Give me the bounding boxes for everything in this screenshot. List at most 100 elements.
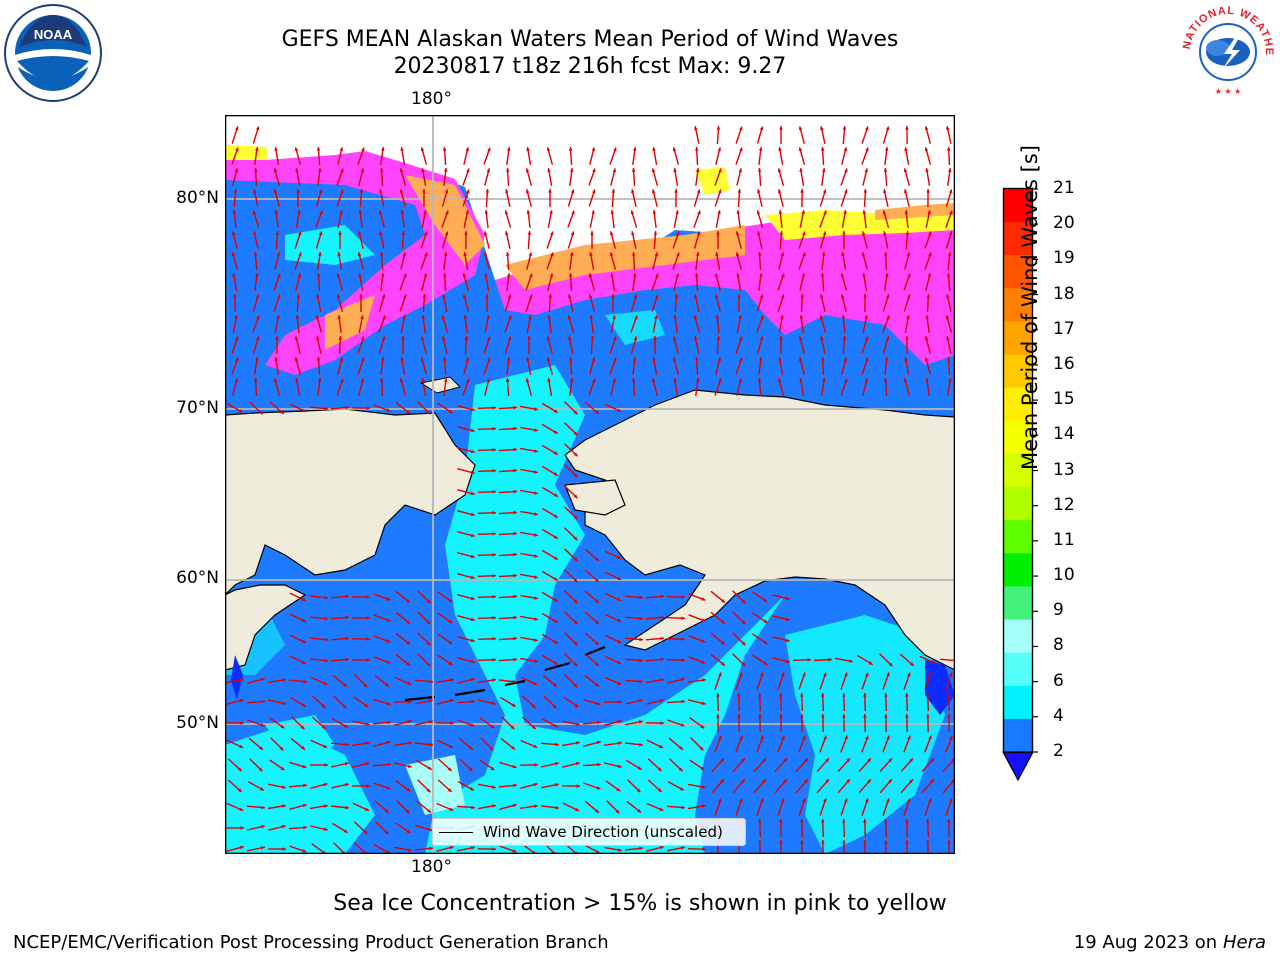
wave-arrow-head [659, 845, 664, 850]
wave-arrow-head [800, 189, 804, 193]
wave-arrow-head [737, 693, 741, 697]
wave-arrow-head [741, 662, 746, 667]
wave-arrow-head [513, 615, 517, 620]
wave-arrow-head [324, 763, 328, 767]
wave-arrow-head [573, 620, 578, 625]
wave-arrow-head [302, 639, 307, 643]
wave-arrow-head [798, 126, 803, 131]
wave-arrow-head [849, 659, 853, 663]
wave-arrow-head [338, 336, 343, 340]
wave-arrow-head [470, 677, 475, 682]
wave-arrow-head [555, 805, 559, 810]
wave-arrow-head [632, 357, 637, 361]
wave-arrow-head [492, 678, 496, 682]
wave-arrow-head [802, 735, 806, 740]
wave-arrow-head [861, 231, 866, 236]
wave-arrow-head [381, 294, 386, 299]
wave-arrow-head [337, 315, 342, 319]
wave-arrow-head [492, 448, 496, 452]
wave-arrow-head [323, 827, 328, 831]
wave-arrow-head [386, 701, 391, 706]
wave-arrow-head [407, 764, 412, 768]
wave-arrow-head [906, 315, 910, 319]
wave-arrow-head [470, 575, 475, 580]
wave-arrow-head [553, 493, 558, 497]
wave-arrow-head [553, 430, 558, 434]
wave-arrow-head [867, 758, 871, 763]
wave-arrow-head [573, 473, 578, 478]
wave-arrow-head [844, 168, 848, 173]
wave-arrow-head [948, 231, 953, 236]
wave-arrow-head [946, 336, 950, 341]
wave-arrow-head [240, 721, 244, 725]
wave-arrow-head [694, 273, 699, 277]
wave-arrow-head [758, 714, 762, 718]
wave-arrow-head [681, 846, 685, 850]
wave-arrow-head [385, 683, 389, 687]
colorbar-segment [1004, 255, 1032, 289]
wave-arrow-head [718, 378, 722, 383]
colorbar-tick-label: 21 [1053, 178, 1075, 198]
wave-arrow-head [489, 746, 494, 751]
wave-arrow-head [778, 210, 783, 214]
wave-arrow-head [909, 662, 914, 666]
wave-arrow-head [364, 703, 369, 708]
lon-label-bottom: 180° [411, 857, 452, 877]
wave-arrow-head [884, 357, 889, 361]
wave-arrow-head [513, 426, 517, 431]
wave-arrow-head [255, 357, 259, 361]
wave-arrow-head [883, 231, 887, 236]
wave-arrow-head [862, 210, 867, 214]
wave-arrow-head [424, 231, 428, 236]
wave-arrow-head [762, 758, 766, 763]
wave-arrow-head [366, 784, 370, 788]
wave-arrow-head [324, 406, 328, 411]
wave-arrow-head [527, 231, 532, 235]
wave-arrow-head [588, 273, 593, 278]
wave-arrow-head [339, 147, 343, 152]
colorbar-segment [1004, 652, 1032, 687]
wave-arrow-head [924, 147, 929, 152]
wave-arrow-head [631, 189, 635, 194]
wave-arrow-head [345, 657, 349, 662]
wave-arrow-head [296, 294, 301, 298]
wave-arrow-head [594, 641, 599, 645]
wave-arrow-head [570, 189, 575, 194]
wave-arrow-head [592, 168, 596, 173]
wave-arrow-head [930, 758, 934, 763]
wave-arrow-head [701, 639, 706, 643]
wave-arrow-head [573, 410, 578, 415]
wave-arrow-head [949, 735, 953, 740]
wave-arrow-head [300, 725, 305, 730]
wave-arrow-head [905, 840, 909, 844]
wave-arrow-head [553, 472, 558, 476]
wave-arrow-head [779, 840, 783, 844]
wave-arrow-head [513, 594, 517, 599]
wave-arrow-head [526, 147, 530, 151]
colorbar-segment [1004, 685, 1032, 720]
wave-arrow-head [822, 231, 827, 236]
wave-arrow-head [760, 672, 764, 677]
wave-arrow-head [426, 410, 431, 415]
wave-arrow-head [485, 294, 489, 298]
wave-arrow-head [800, 840, 804, 844]
wave-arrow-head [651, 168, 656, 173]
wave-arrow-head [777, 378, 782, 383]
wind-wave-arrows [225, 125, 955, 854]
wave-arrow-head [681, 637, 685, 641]
wave-arrow-head [865, 126, 869, 131]
colorbar-tick-label: 16 [1053, 353, 1075, 374]
wave-arrow-head [714, 273, 719, 278]
colorbar-segment [1004, 520, 1032, 554]
wave-arrow-head [781, 273, 785, 278]
wave-arrow-head [253, 231, 257, 236]
wave-arrow-head [490, 766, 495, 771]
wave-arrow-head [336, 294, 341, 299]
wave-arrow-head [235, 336, 239, 341]
wave-arrow-head [448, 409, 453, 414]
wave-arrow-head [846, 758, 850, 763]
wave-arrow-head [946, 273, 951, 277]
wave-arrow-head [928, 672, 932, 677]
wave-arrow-head [323, 681, 328, 685]
wave-arrow-head [885, 126, 890, 131]
